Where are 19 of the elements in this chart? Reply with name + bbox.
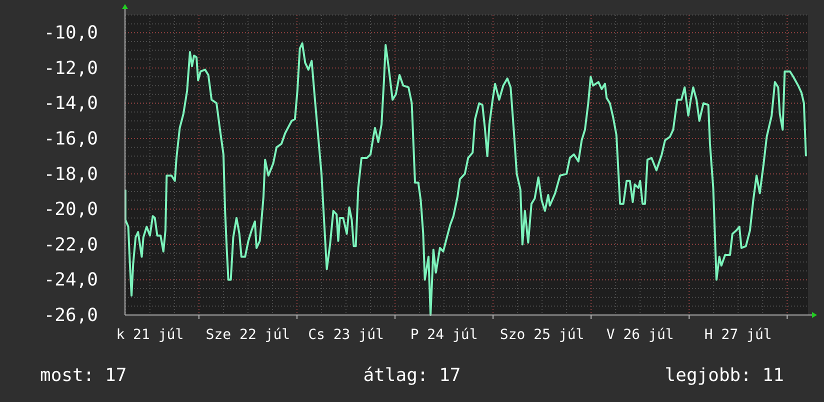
- x-tick-label: k 21 júl: [116, 327, 184, 343]
- x-tick-label: V 26 júl: [606, 327, 674, 343]
- x-tick-label: P 24 júl: [410, 327, 478, 343]
- y-tick-label: -18,0: [44, 164, 98, 185]
- y-tick-label: -16,0: [44, 128, 98, 150]
- text: legjobb: 11: [664, 365, 784, 386]
- x-tick-label: Cs 23 júl: [308, 327, 384, 343]
- y-tick-label: -22,0: [44, 234, 98, 256]
- y-tick-label: -24,0: [44, 270, 98, 291]
- y-tick-label: -14,0: [44, 93, 98, 114]
- text: átlag: 17: [363, 365, 461, 386]
- y-tick-label: -10,0: [44, 22, 98, 44]
- y-tick-label: -26,0: [44, 305, 98, 326]
- y-tick-label: -12,0: [44, 58, 98, 79]
- x-tick-label: Szo 25 júl: [500, 327, 584, 343]
- text: most: 17: [40, 365, 127, 386]
- x-tick-label: H 27 júl: [704, 327, 772, 343]
- y-tick-label: -20,0: [44, 199, 98, 220]
- x-tick-label: Sze 22 júl: [206, 327, 290, 343]
